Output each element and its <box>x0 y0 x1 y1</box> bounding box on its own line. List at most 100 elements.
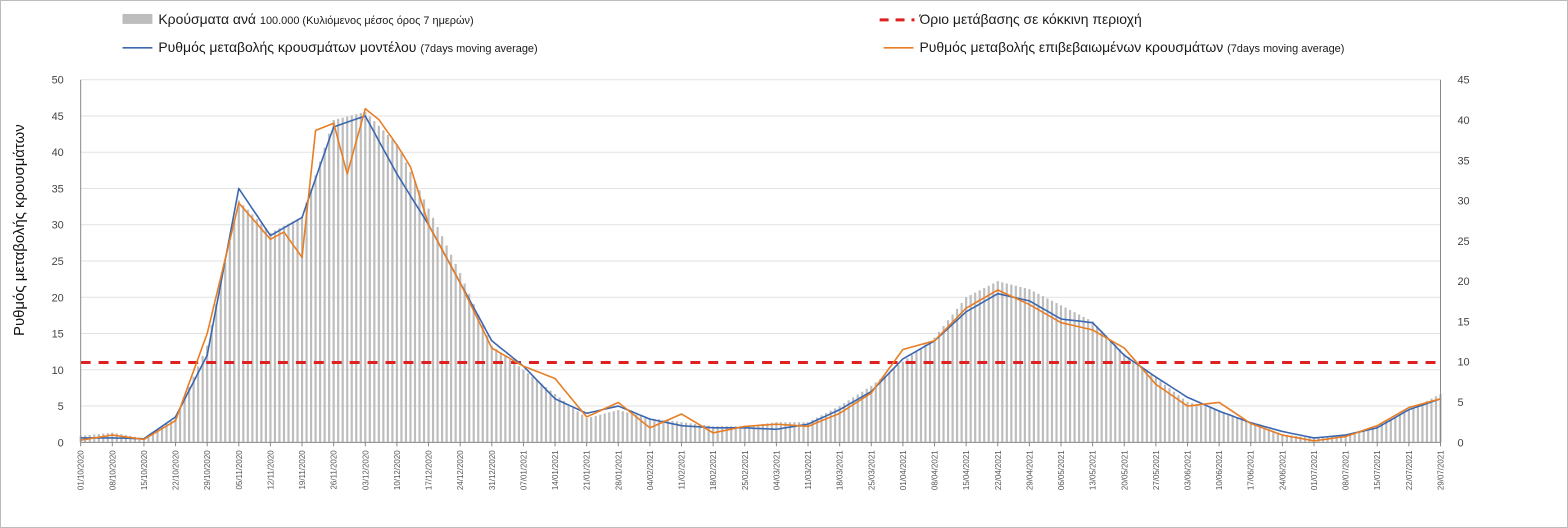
bar <box>919 347 923 443</box>
bar <box>540 383 543 443</box>
bar <box>287 223 290 443</box>
bar <box>630 413 633 443</box>
y-tick-right: 0 <box>1457 437 1463 449</box>
bar <box>1263 427 1266 443</box>
y-tick-left: 0 <box>58 437 64 449</box>
bar <box>956 308 959 443</box>
bar <box>1267 429 1270 443</box>
bar <box>1154 377 1157 443</box>
bar <box>1358 430 1361 443</box>
bar <box>1335 435 1338 443</box>
bar <box>567 404 570 443</box>
bar <box>1425 400 1429 443</box>
bar <box>924 344 927 443</box>
bar <box>409 171 412 443</box>
bar <box>1159 381 1162 443</box>
bar <box>499 352 502 443</box>
bar <box>594 415 597 443</box>
bar <box>481 324 484 443</box>
bar <box>666 420 670 443</box>
x-tick-label: 05/11/2020 <box>235 450 244 490</box>
y-tick-left: 50 <box>52 75 64 87</box>
bar <box>1118 349 1121 443</box>
bar <box>1272 430 1275 443</box>
bar <box>1190 403 1194 443</box>
bar <box>1258 425 1261 443</box>
bar <box>147 435 150 443</box>
bar <box>1032 291 1036 443</box>
x-tick-label: 17/12/2020 <box>425 450 434 490</box>
x-tick-label: 13/05/2021 <box>1089 450 1098 490</box>
bar <box>517 366 520 443</box>
x-tick-label: 12/11/2020 <box>266 450 275 490</box>
x-tick-label: 10/06/2021 <box>1215 450 1224 490</box>
bar <box>693 423 697 443</box>
bar <box>373 121 376 443</box>
y-axis-label: Ρυθμός μεταβολής κρουσμάτων <box>11 124 28 336</box>
bar <box>133 436 136 443</box>
bar <box>337 118 340 443</box>
legend-model-sublabel: (7days moving average) <box>420 43 537 55</box>
bar <box>445 245 448 443</box>
bar <box>233 221 236 443</box>
legend-model-label: Ρυθμός μεταβολής κρουσμάτων μοντέλου <box>158 39 420 55</box>
bar <box>391 139 394 443</box>
bar <box>210 324 213 443</box>
bar <box>942 326 945 443</box>
bar <box>635 414 638 443</box>
bar <box>1245 420 1248 443</box>
y-tick-left: 15 <box>52 329 64 341</box>
series-lines <box>80 107 1441 442</box>
bar <box>788 422 792 443</box>
bar <box>413 181 417 443</box>
bar <box>703 425 706 443</box>
bar <box>811 419 814 443</box>
bar <box>341 117 344 443</box>
bar <box>1050 300 1054 443</box>
bar <box>1204 406 1207 443</box>
bar <box>431 217 435 443</box>
bar <box>838 406 841 443</box>
x-tick-label: 11/03/2021 <box>804 450 813 490</box>
bar <box>1290 435 1293 443</box>
x-tick-label: 01/10/2020 <box>77 450 86 490</box>
confirmed-line <box>80 107 1441 442</box>
bar <box>1249 422 1252 443</box>
bar <box>892 368 895 443</box>
y-axis-right-ticks: 0 5 10 15 20 25 30 35 40 45 <box>1457 75 1469 450</box>
bar <box>1376 426 1379 443</box>
bar <box>1416 405 1420 443</box>
x-tick-label: 29/10/2020 <box>203 450 212 490</box>
bar <box>603 413 606 443</box>
bar <box>291 221 295 443</box>
bar <box>255 218 258 443</box>
bar <box>1105 335 1108 443</box>
bar <box>978 290 981 443</box>
bar <box>779 422 783 443</box>
legend-bars-swatch <box>122 13 153 24</box>
bar <box>486 335 489 443</box>
bar <box>879 379 882 443</box>
bar <box>861 391 864 443</box>
bar <box>264 228 267 443</box>
bar <box>1380 423 1383 443</box>
bar <box>562 400 566 443</box>
bar <box>775 422 778 443</box>
bar <box>928 341 932 443</box>
bar <box>734 426 737 443</box>
bar <box>770 422 773 443</box>
grid <box>80 79 1441 443</box>
bar <box>684 422 688 443</box>
bar <box>1150 374 1153 443</box>
bar <box>599 414 602 443</box>
bar <box>901 361 904 443</box>
bar <box>1412 407 1415 443</box>
x-axis-ticks: 01/10/2020 08/10/2020 15/10/2020 22/10/2020… <box>77 442 1445 490</box>
x-tick-label: 20/05/2021 <box>1120 450 1129 490</box>
y-tick-left: 25 <box>52 256 64 268</box>
y-tick-left: 20 <box>52 292 64 304</box>
bar <box>395 144 399 443</box>
bar <box>757 424 760 443</box>
x-tick-label: 08/04/2021 <box>931 450 940 490</box>
bar <box>743 426 746 443</box>
